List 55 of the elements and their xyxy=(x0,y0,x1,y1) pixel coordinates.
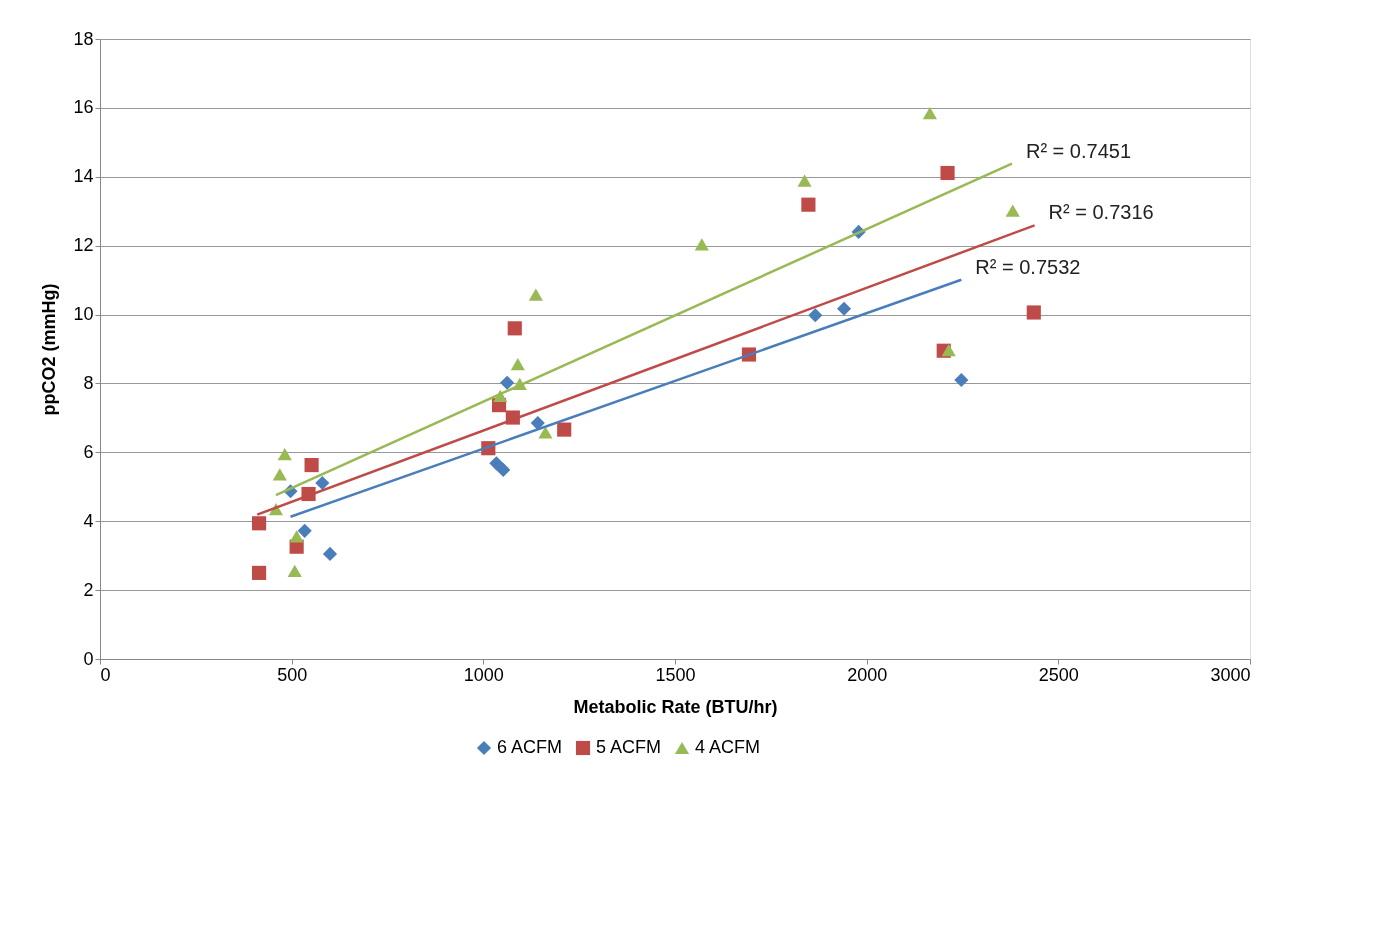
x-tick-label: 1500 xyxy=(655,664,696,685)
y-tick-label: 4 xyxy=(83,510,94,531)
point xyxy=(1005,204,1020,217)
y-tick-label: 10 xyxy=(73,304,94,325)
x-tick-label: 1000 xyxy=(463,664,504,685)
x-tick-label: 2000 xyxy=(847,664,888,685)
y-tick-label: 0 xyxy=(83,648,94,669)
legend-label: 6 ACFM xyxy=(497,737,563,757)
annotation: R² = 0.7451 xyxy=(1025,139,1132,162)
y-tick-label: 6 xyxy=(83,441,94,462)
x-tick-label: 500 xyxy=(277,664,308,685)
point xyxy=(801,197,816,212)
point xyxy=(940,165,955,181)
point xyxy=(496,462,511,477)
point xyxy=(277,447,292,461)
x-tick-label: 2500 xyxy=(1038,664,1079,685)
point xyxy=(322,546,338,562)
y-tick-label: 12 xyxy=(73,235,94,256)
point xyxy=(500,375,515,390)
point xyxy=(797,174,812,187)
point xyxy=(507,321,522,336)
point xyxy=(297,523,312,538)
point xyxy=(304,458,319,473)
legend-label: 4 ACFM xyxy=(695,737,761,757)
x-axis-title: Metabolic Rate (BTU/hr) xyxy=(573,696,778,717)
point xyxy=(252,516,267,531)
point xyxy=(1026,305,1041,320)
point xyxy=(694,238,709,251)
point xyxy=(538,426,553,439)
point xyxy=(941,343,956,357)
legend-label: 5 ACFM xyxy=(596,737,662,757)
y-tick-label: 8 xyxy=(83,372,94,393)
annotation: R² = 0.7316 xyxy=(1048,201,1154,224)
point xyxy=(287,564,302,577)
x-tick-label: 3000 xyxy=(1210,664,1251,685)
point xyxy=(510,358,525,371)
point xyxy=(272,468,287,481)
point xyxy=(315,475,330,491)
y-axis-title: ppCO2 (mmHg) xyxy=(39,283,60,416)
point xyxy=(289,530,304,543)
point xyxy=(836,301,852,316)
point xyxy=(954,372,969,388)
y-tick-label: 2 xyxy=(83,579,94,600)
point xyxy=(557,422,572,437)
point xyxy=(528,288,543,301)
annotation: R² = 0.7532 xyxy=(975,255,1081,278)
y-tick-label: 16 xyxy=(73,97,94,118)
point xyxy=(489,456,504,471)
point xyxy=(808,308,823,323)
y-tick-label: 14 xyxy=(73,166,94,187)
point xyxy=(530,415,545,431)
x-tick-label: 0 xyxy=(100,664,111,685)
point xyxy=(922,106,937,120)
point xyxy=(252,565,267,580)
y-tick-label: 18 xyxy=(73,28,94,49)
